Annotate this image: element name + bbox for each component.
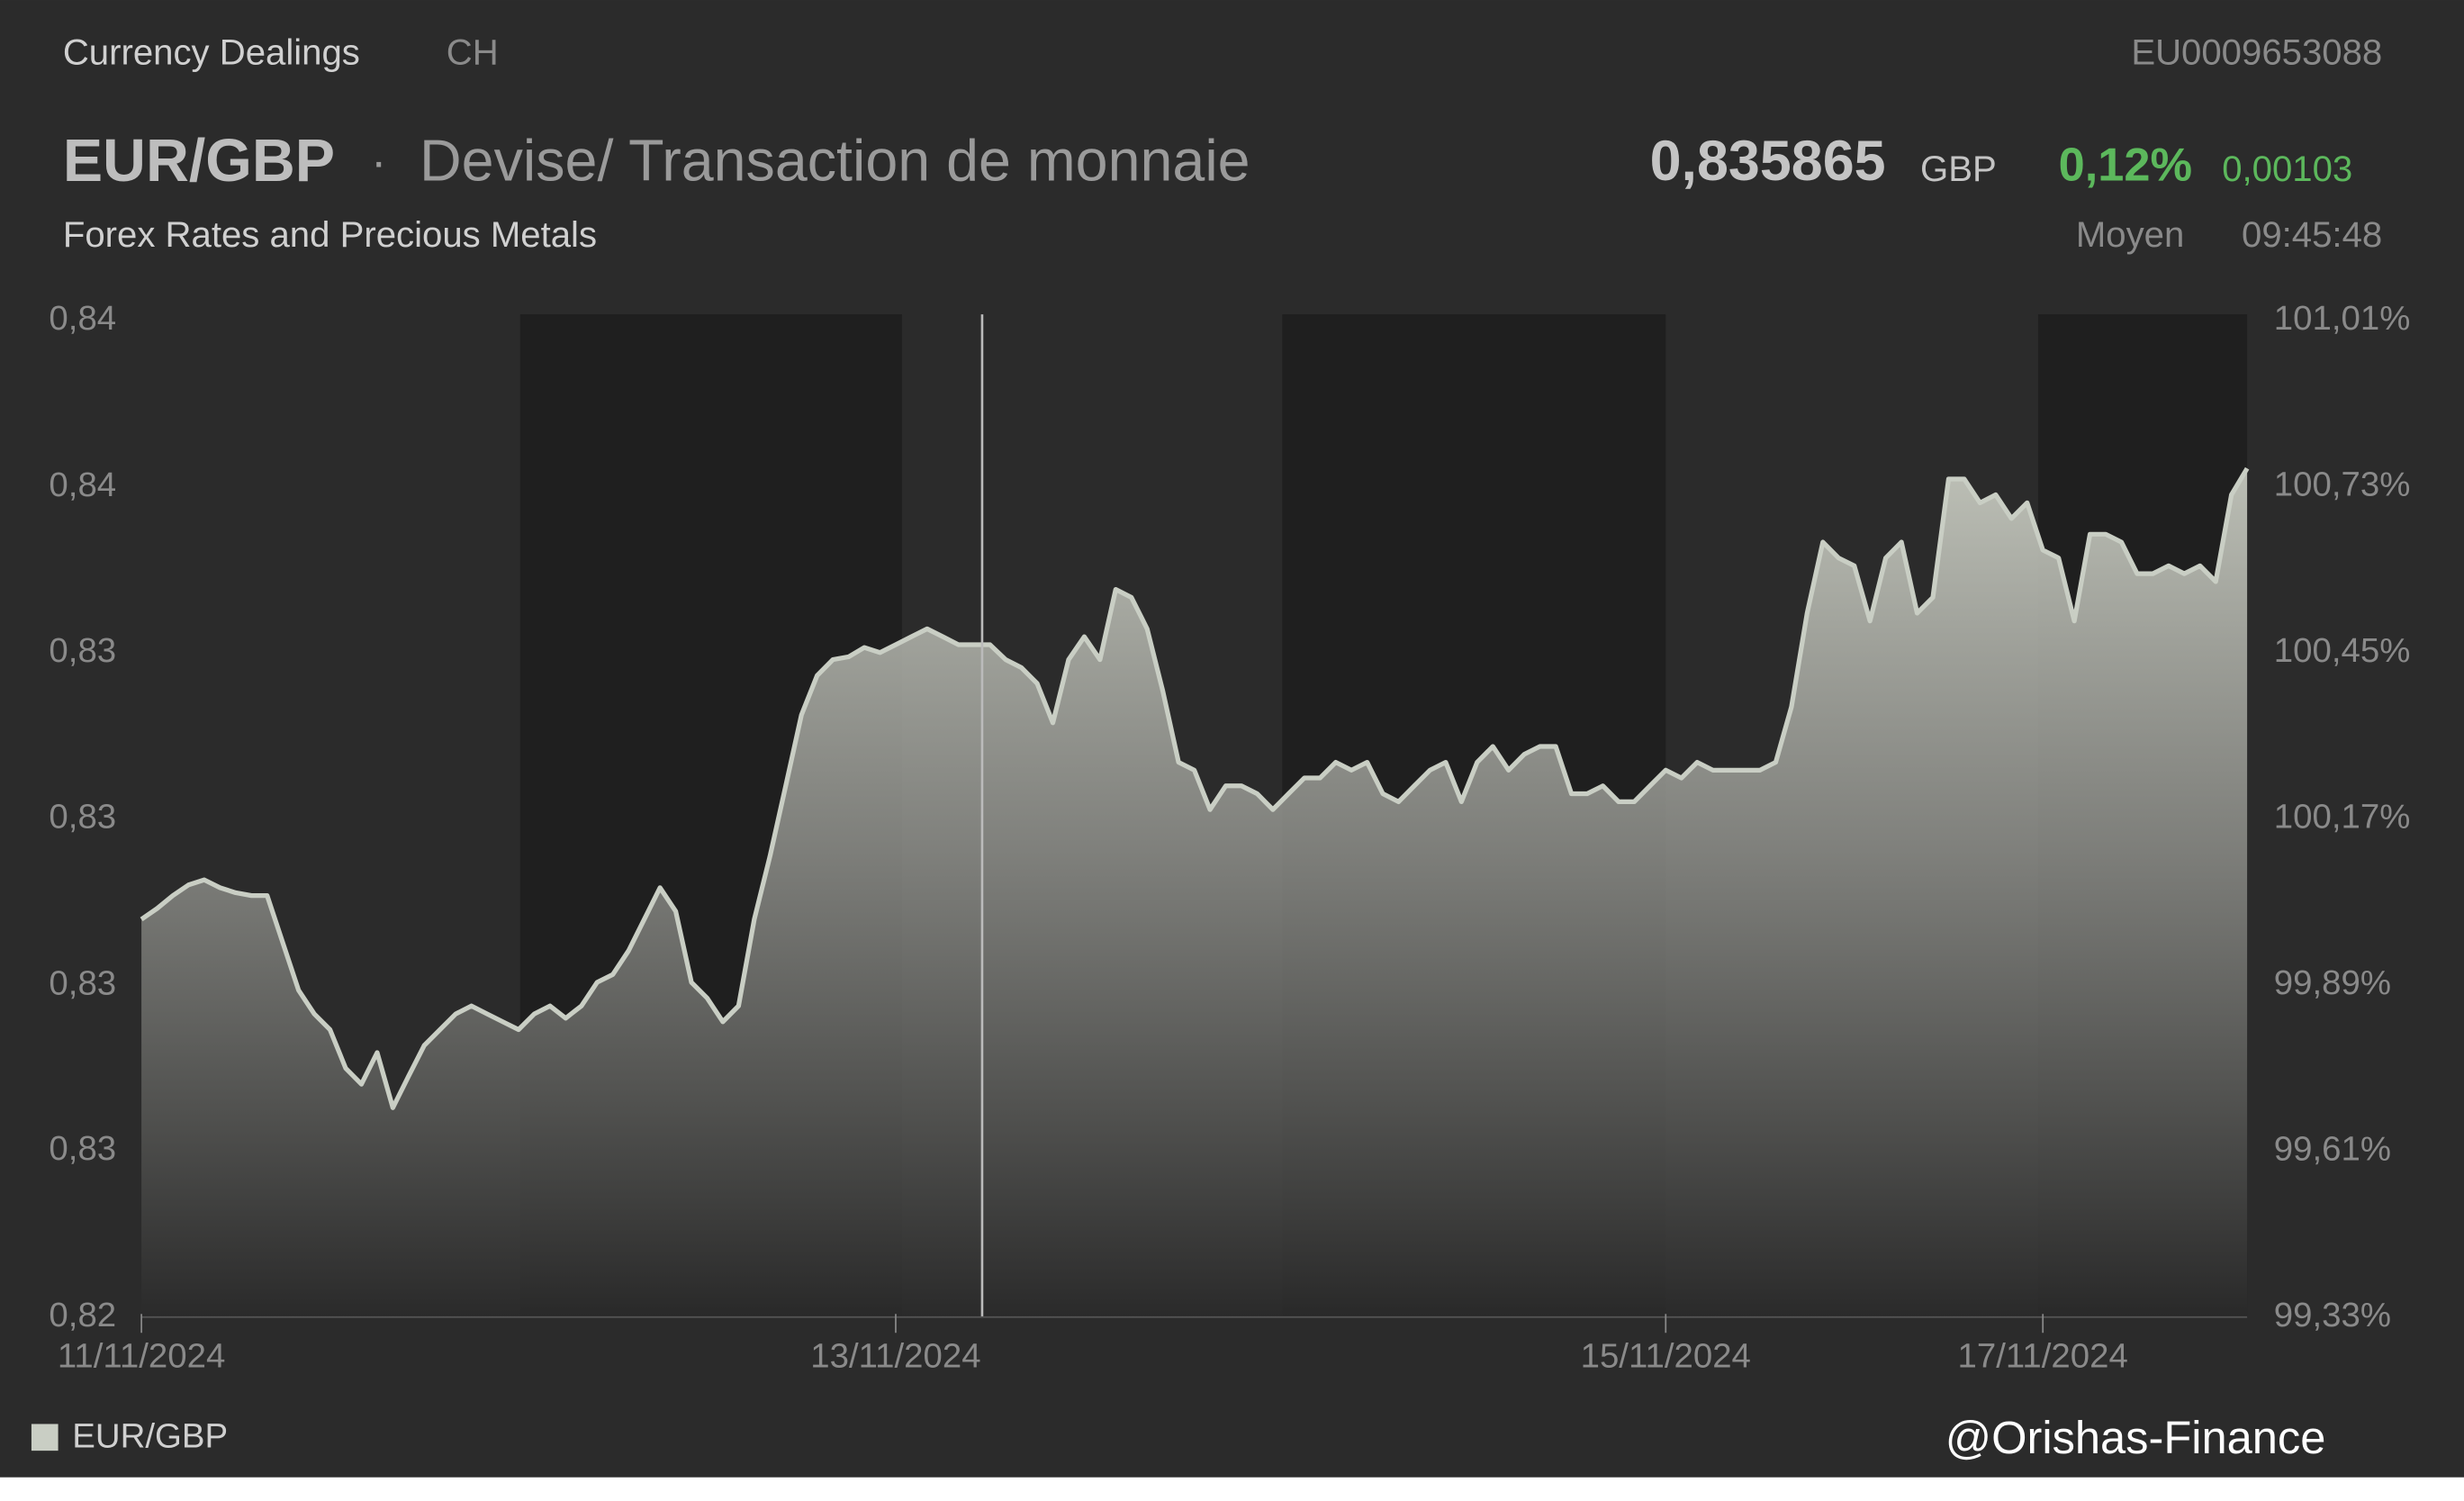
y2-tick-label: 99,33% (2274, 1296, 2391, 1334)
source: Currency Dealings (63, 32, 360, 73)
separator: · (371, 136, 386, 188)
price-type: Moyen (2076, 214, 2184, 255)
y2-tick-label: 100,73% (2274, 466, 2411, 504)
y-tick-label: 0,83 (49, 1129, 116, 1168)
change-abs: 0,00103 (2222, 149, 2352, 189)
y2-tick-label: 100,45% (2274, 631, 2411, 670)
country: CH (447, 32, 499, 73)
price: 0,835865 (1650, 130, 1886, 193)
plot (140, 466, 2250, 1317)
y2-tick-label: 99,89% (2274, 963, 2391, 1002)
y-tick-label: 0,84 (49, 466, 116, 504)
y-tick-label: 0,83 (49, 963, 116, 1002)
x-tick-label: 15/11/2024 (1581, 1336, 1751, 1375)
time: 09:45:48 (2242, 214, 2382, 255)
area (141, 468, 2248, 1317)
symbol: EUR/GBP (63, 128, 335, 194)
description: Devise/ Transaction de monnaie (420, 128, 1250, 193)
legend-swatch (31, 1424, 59, 1451)
y-tick-label: 0,84 (49, 299, 116, 338)
x-tick-label: 13/11/2024 (810, 1336, 980, 1375)
x-tick-label: 11/11/2024 (58, 1336, 225, 1375)
y-tick-label: 0,83 (49, 631, 116, 670)
y2-tick-label: 100,17% (2274, 798, 2411, 836)
legend-label: EUR/GBP (72, 1416, 228, 1455)
y2-tick-label: 101,01% (2274, 299, 2411, 338)
subtitle: Forex Rates and Precious Metals (63, 214, 597, 255)
y-tick-label: 0,82 (49, 1296, 116, 1334)
y-tick-label: 0,83 (49, 798, 116, 836)
change-pct: 0,12% (2059, 140, 2192, 192)
x-tick-label: 17/11/2024 (1958, 1336, 2128, 1375)
isin: EU0009653088 (2131, 32, 2382, 73)
watermark: @Orishas-Finance (1945, 1412, 2326, 1463)
y2-tick-label: 99,61% (2274, 1129, 2391, 1168)
currency: GBP (1920, 149, 1997, 189)
bottom-strip (0, 1477, 2464, 1501)
line (140, 466, 2250, 1110)
